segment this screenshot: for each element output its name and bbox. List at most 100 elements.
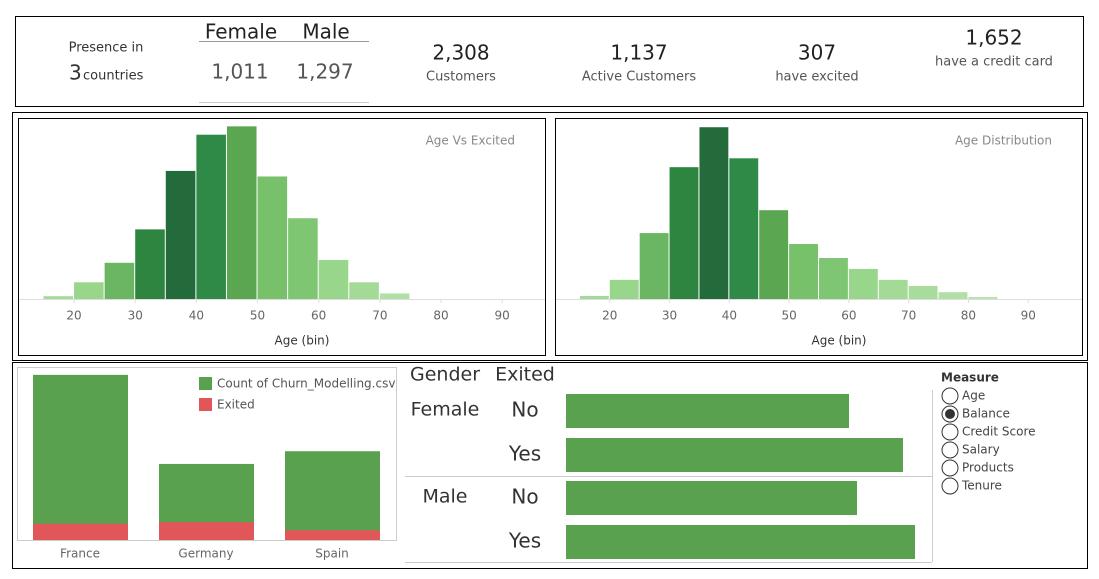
- panel: [555, 118, 1083, 356]
- kpi-value: 3: [69, 61, 82, 85]
- x-axis-label: Age (bin): [812, 334, 867, 348]
- hist-box: [12, 112, 1088, 361]
- radio-label[interactable]: Salary: [962, 443, 1000, 457]
- x-tick-label: 60: [841, 309, 856, 323]
- bar: [968, 296, 998, 299]
- bar: [566, 438, 903, 472]
- radio[interactable]: [941, 441, 959, 459]
- kpi-label: have a credit card: [935, 55, 1053, 70]
- bar: [789, 244, 818, 299]
- chart-title: Age Distribution: [955, 134, 1052, 148]
- bar: [639, 233, 669, 299]
- x-tick-label: 70: [372, 309, 387, 323]
- bar: [878, 279, 908, 299]
- row-label: Yes: [508, 442, 541, 466]
- kpi-label: countries: [83, 69, 144, 84]
- x-tick-label: 30: [662, 309, 677, 323]
- group-label: Female: [411, 399, 480, 421]
- bar: [33, 374, 128, 540]
- x-tick-label: 80: [433, 309, 448, 323]
- bar: [135, 229, 165, 299]
- bar: [729, 158, 759, 299]
- legend-label: Exited: [217, 398, 255, 412]
- bar: [318, 260, 349, 299]
- x-tick-label: 20: [602, 309, 617, 323]
- header: Female: [205, 20, 277, 44]
- x-tick-label: 30: [128, 309, 143, 323]
- kpi-box: [15, 16, 1084, 107]
- panel: [17, 367, 397, 541]
- x-tick-label: 40: [189, 309, 204, 323]
- radio-dot[interactable]: [945, 409, 955, 419]
- radio[interactable]: [941, 459, 959, 477]
- x-tick-label: Spain: [315, 547, 349, 561]
- bar: [104, 262, 135, 299]
- row-label: No: [511, 398, 538, 422]
- bar: [908, 286, 938, 299]
- bar: [74, 282, 104, 299]
- x-tick-label: 40: [722, 309, 737, 323]
- bar: [43, 296, 74, 299]
- bar: [759, 210, 789, 299]
- radio-label[interactable]: Tenure: [961, 479, 1002, 493]
- panel: [18, 118, 546, 356]
- kpi-value: 2,308: [432, 41, 489, 65]
- x-tick-label: 20: [66, 309, 81, 323]
- radio-label[interactable]: Age: [962, 389, 985, 403]
- radio[interactable]: [941, 477, 959, 495]
- kpi-value: 1,137: [610, 41, 667, 65]
- bar: [699, 127, 729, 299]
- kpi-label: have excited: [775, 70, 858, 85]
- bar: [285, 451, 380, 540]
- row-label: No: [511, 485, 538, 509]
- x-tick-label: 60: [311, 309, 326, 323]
- bar: [938, 292, 968, 299]
- x-tick-label: 70: [901, 309, 916, 323]
- bar: [566, 481, 857, 515]
- radio-label[interactable]: Products: [962, 461, 1014, 475]
- x-tick-label: 50: [250, 309, 265, 323]
- radio[interactable]: [941, 387, 959, 405]
- bottom-box: [12, 362, 1088, 569]
- chart-title: Age Vs Excited: [426, 134, 515, 148]
- bar: [379, 293, 410, 299]
- bar: [566, 394, 849, 428]
- kpi-value: 1,652: [965, 26, 1022, 50]
- bar: [609, 279, 639, 299]
- kpi-label: Active Customers: [582, 70, 696, 85]
- bar: [669, 167, 699, 299]
- radio-label[interactable]: Credit Score: [962, 425, 1036, 439]
- bar: [819, 258, 848, 299]
- bar: [848, 268, 878, 299]
- header: Exited: [495, 364, 555, 386]
- legend-swatch: [199, 398, 212, 411]
- x-axis-label: Age (bin): [275, 334, 330, 348]
- group-label: Male: [422, 486, 467, 508]
- row-label: Yes: [508, 529, 541, 553]
- x-tick-label: France: [60, 547, 100, 561]
- bar: [165, 170, 196, 299]
- x-tick-label: 50: [781, 309, 796, 323]
- bar: [196, 134, 226, 299]
- bar: [349, 282, 379, 299]
- bar: [285, 530, 380, 540]
- bar: [257, 176, 288, 299]
- bar: [566, 525, 915, 559]
- bar: [33, 523, 128, 540]
- bar: [579, 295, 609, 299]
- kpi-label: Customers: [426, 70, 496, 85]
- header: Gender: [410, 364, 480, 386]
- bar: [226, 126, 257, 299]
- x-tick-label: Germany: [178, 547, 233, 561]
- bar: [159, 522, 254, 540]
- bar: [288, 218, 318, 299]
- measure-title: Measure: [941, 371, 999, 385]
- radio[interactable]: [941, 423, 959, 441]
- kpi-value: 1,297: [296, 60, 353, 84]
- radio-label[interactable]: Balance: [962, 407, 1010, 421]
- kpi-value: 307: [798, 41, 836, 65]
- kpi-value: 1,011: [211, 60, 268, 84]
- legend-label: Count of Churn_Modelling.csv: [217, 377, 395, 391]
- x-tick-label: 90: [495, 309, 510, 323]
- header: Male: [302, 20, 349, 44]
